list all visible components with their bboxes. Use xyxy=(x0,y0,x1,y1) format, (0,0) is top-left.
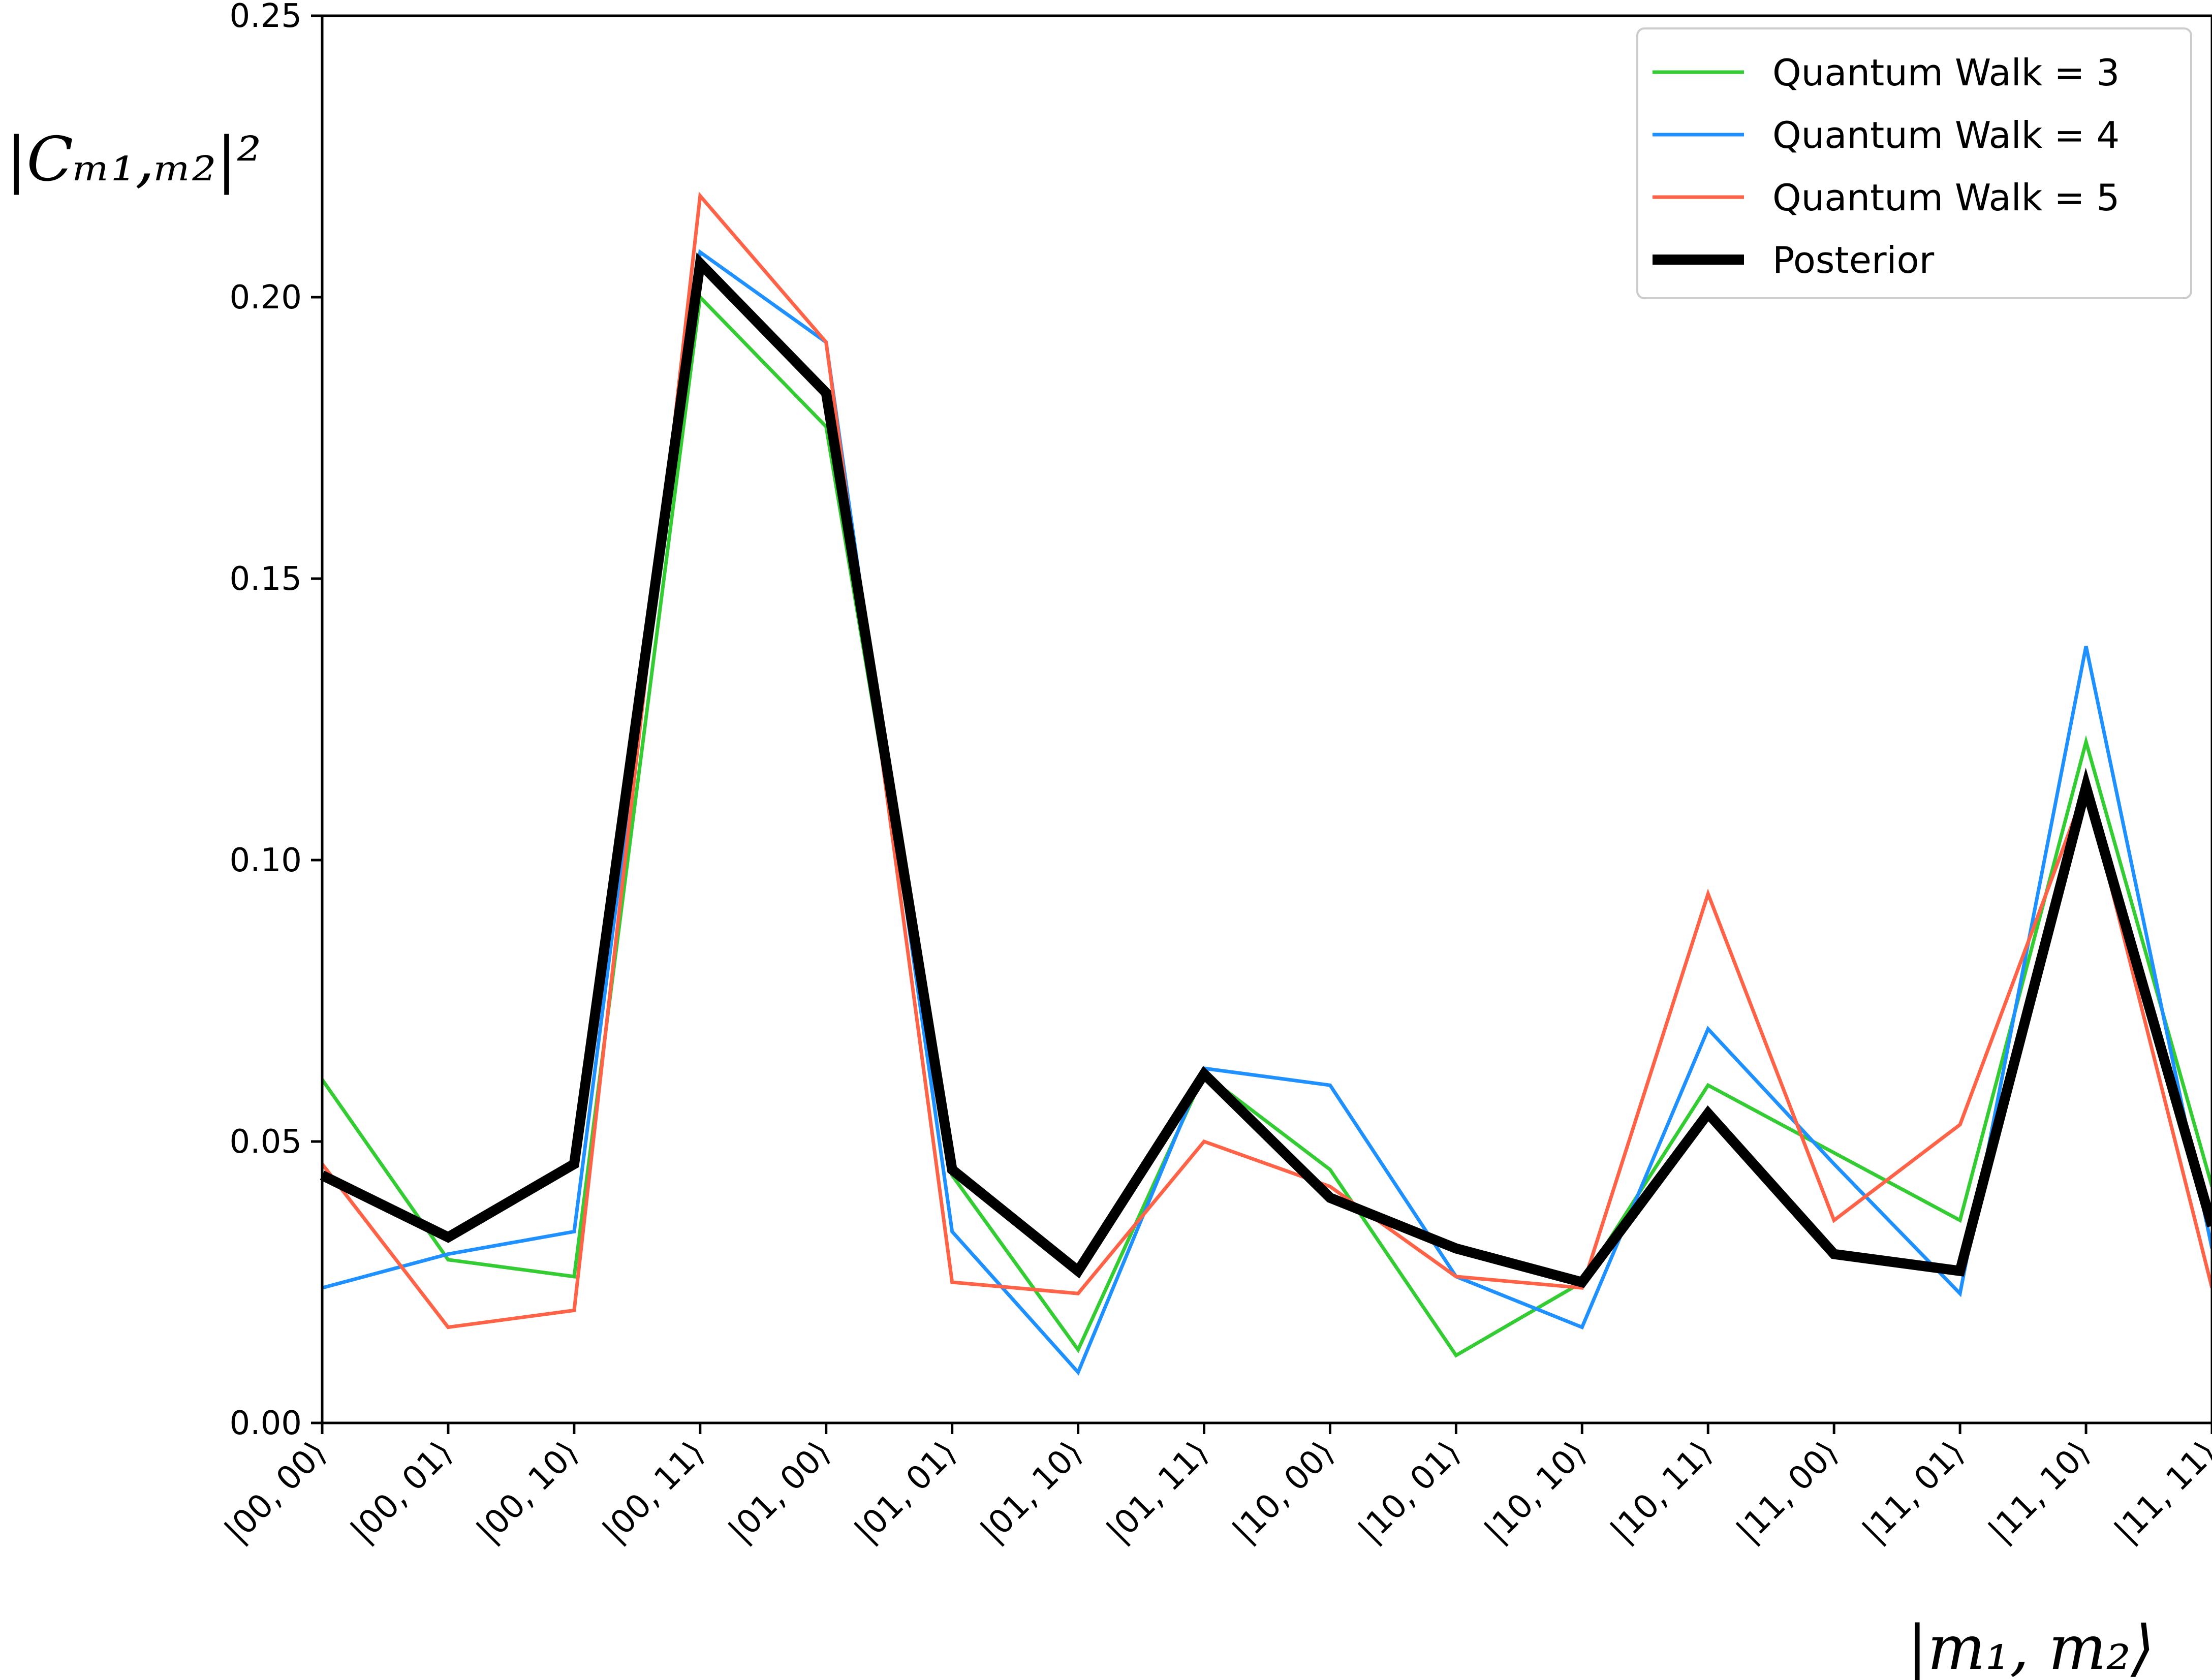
x-tick-label: |01, 11⟩ xyxy=(1100,1434,1216,1550)
x-tick-label: |01, 01⟩ xyxy=(848,1434,964,1550)
plot-frame xyxy=(321,14,2212,1424)
x-axis: |00, 00⟩ |00, 01⟩ |00, 10⟩ |00, 11⟩ |01, 00⟩… xyxy=(217,1423,2212,1550)
y-tick-label: 0.15 xyxy=(230,560,302,598)
series-layer xyxy=(320,192,2212,1376)
x-tick-label: |11, 11⟩ xyxy=(2107,1434,2212,1550)
x-tick-label: |11, 00⟩ xyxy=(1729,1434,1846,1550)
legend-label: Posterior xyxy=(1772,239,1935,281)
y-tick-label: 0.00 xyxy=(230,1405,302,1442)
x-tick-label: |01, 00⟩ xyxy=(722,1434,838,1550)
y-axis: 0.00 0.05 0.10 0.15 0.20 0.25 xyxy=(230,0,322,1442)
legend-label: Quantum Walk = 3 xyxy=(1772,51,2120,94)
y-tick-label: 0.10 xyxy=(230,842,302,879)
legend: Quantum Walk = 3 Quantum Walk = 4 Quantum … xyxy=(1636,27,2192,299)
x-tick-label: |10, 10⟩ xyxy=(1477,1434,1594,1550)
series-line-4 xyxy=(320,252,2212,1288)
x-tick-label: |00, 01⟩ xyxy=(344,1434,460,1550)
y-axis-title: |Cₘ₁,ₘ₂|² xyxy=(6,124,261,195)
x-tick-label: |01, 10⟩ xyxy=(974,1434,1090,1550)
x-tick-label: |00, 00⟩ xyxy=(217,1434,334,1550)
x-tick-label: |11, 10⟩ xyxy=(1981,1434,2098,1550)
x-tick-label: |10, 00⟩ xyxy=(1226,1434,1342,1550)
legend-items: Quantum Walk = 3 Quantum Walk = 4 Quantum … xyxy=(1653,51,2120,281)
legend-box xyxy=(1636,27,2192,299)
x-tick-label: |10, 11⟩ xyxy=(1603,1434,1720,1550)
x-tick-label: |11, 01⟩ xyxy=(1855,1434,1972,1550)
y-tick-label: 0.20 xyxy=(230,279,302,316)
x-tick-label: |00, 11⟩ xyxy=(596,1434,712,1550)
series-line-1 xyxy=(321,293,2212,1358)
legend-label: Quantum Walk = 5 xyxy=(1772,176,2120,219)
series-line-3 xyxy=(321,192,2212,1329)
y-tick-label: 0.25 xyxy=(230,0,302,35)
x-tick-label: |10, 01⟩ xyxy=(1352,1434,1468,1550)
x-tick-label: |00, 10⟩ xyxy=(470,1434,586,1550)
legend-label: Quantum Walk = 4 xyxy=(1772,114,2120,156)
y-tick-label: 0.05 xyxy=(230,1123,302,1161)
x-axis-title: |m₁, m₂⟩ xyxy=(1907,1613,2155,1680)
